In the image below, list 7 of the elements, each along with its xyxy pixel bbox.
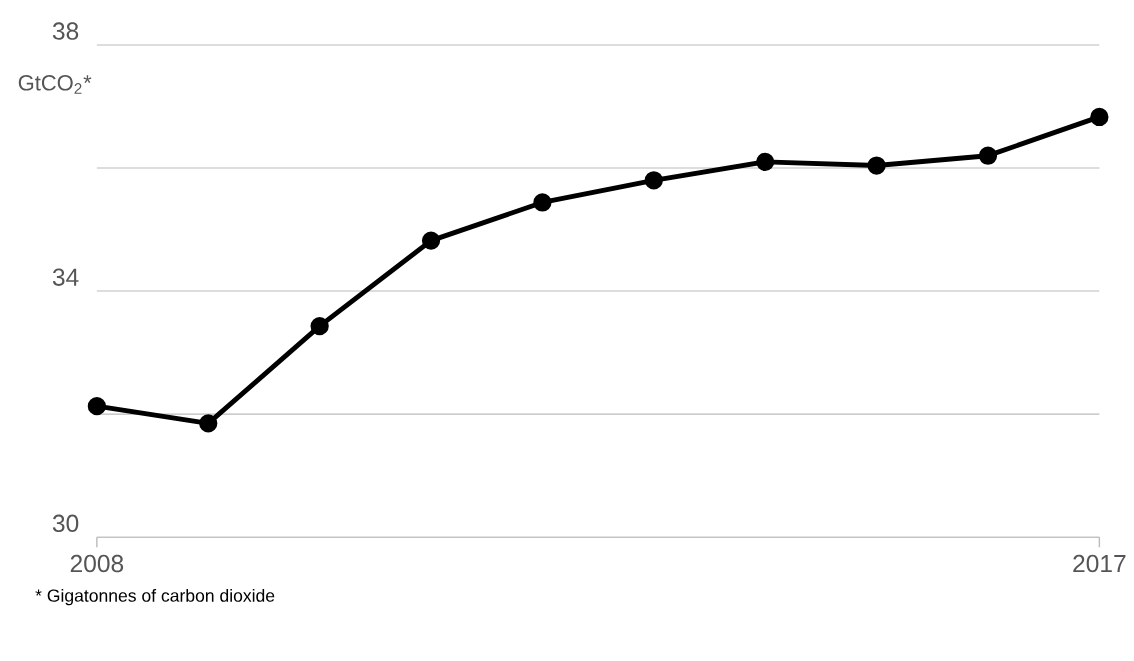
- y-axis-title: GtCO$_{2}$*: [18, 75, 92, 94]
- y-tick-label: 38: [52, 22, 79, 40]
- text: * Gigatonnes of carbon dioxide: [35, 588, 275, 606]
- y-tick-label: 30: [52, 514, 79, 533]
- x-tick-label: 2008: [70, 554, 124, 573]
- y-tick-label: 34: [52, 268, 79, 286]
- x-tick-label: 2017: [1073, 554, 1126, 573]
